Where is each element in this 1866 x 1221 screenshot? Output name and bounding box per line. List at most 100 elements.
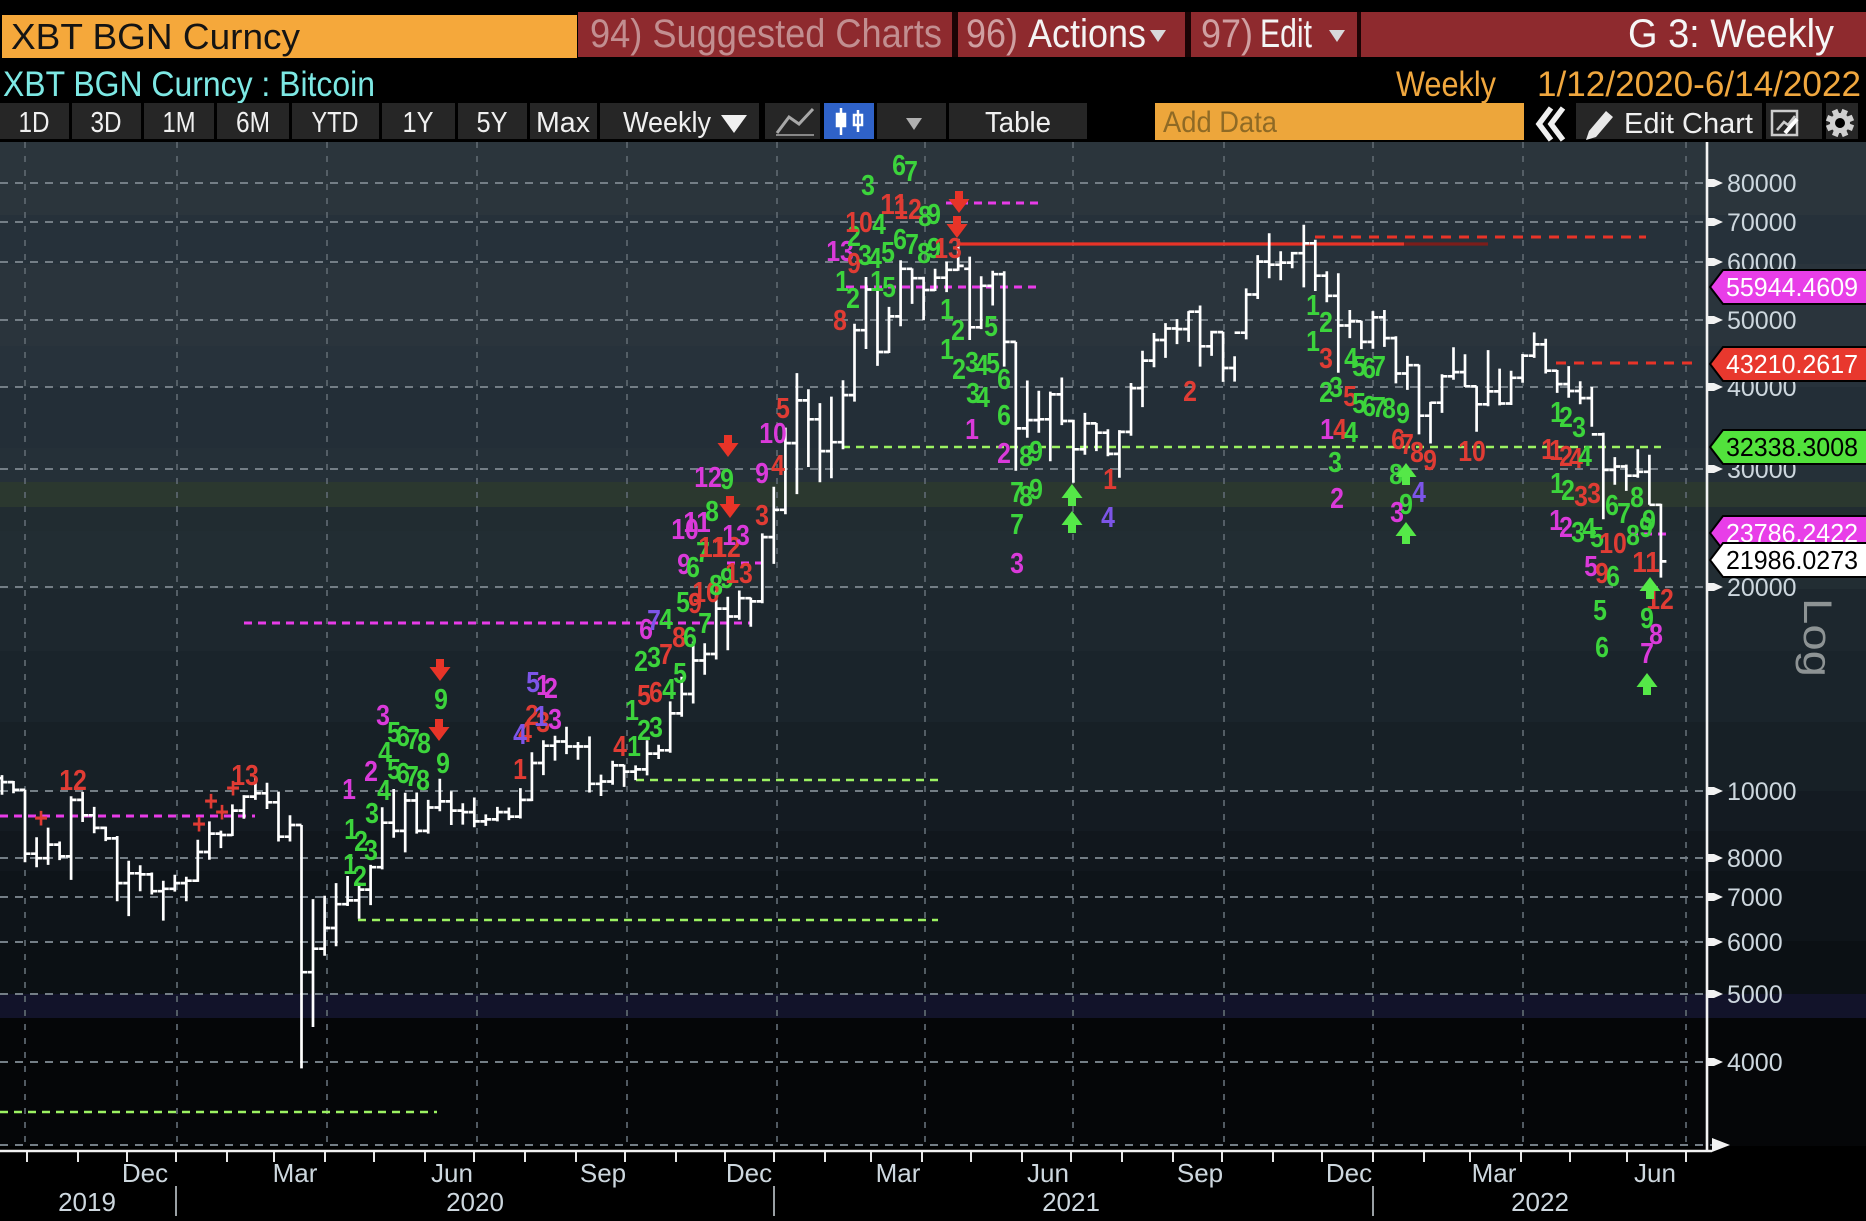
svg-text:1: 1 <box>1549 435 1563 467</box>
svg-text:6: 6 <box>1362 391 1376 423</box>
svg-text:+: + <box>215 797 229 829</box>
svg-text:6: 6 <box>1362 353 1376 385</box>
svg-text:9: 9 <box>1029 436 1043 468</box>
svg-text:Add Data: Add Data <box>1163 106 1277 139</box>
svg-text:2: 2 <box>364 756 378 788</box>
svg-text:5000: 5000 <box>1727 981 1783 1009</box>
svg-text:4: 4 <box>1344 417 1358 449</box>
svg-text:7: 7 <box>696 537 710 569</box>
svg-text:6: 6 <box>396 721 410 753</box>
svg-text:1: 1 <box>513 754 527 786</box>
svg-text:2: 2 <box>952 354 966 386</box>
svg-text:8: 8 <box>1649 619 1663 651</box>
svg-text:Jun: Jun <box>1634 1158 1676 1188</box>
svg-text:4: 4 <box>976 382 990 414</box>
svg-text:Dec: Dec <box>122 1158 168 1188</box>
svg-text:7: 7 <box>905 229 919 261</box>
svg-text:2: 2 <box>1183 376 1197 408</box>
svg-text:11: 11 <box>1632 547 1660 579</box>
svg-text:32338.3008: 32338.3008 <box>1726 432 1858 462</box>
svg-text:3: 3 <box>649 712 663 744</box>
svg-text:9: 9 <box>1640 603 1654 635</box>
svg-text:3: 3 <box>1390 497 1404 529</box>
svg-text:8: 8 <box>416 765 430 797</box>
svg-text:7: 7 <box>1372 392 1386 424</box>
svg-text:4: 4 <box>975 350 989 382</box>
svg-text:3: 3 <box>536 707 550 739</box>
svg-text:10: 10 <box>671 514 699 546</box>
svg-text:9: 9 <box>755 458 769 490</box>
svg-text:9: 9 <box>720 464 734 496</box>
svg-text:7: 7 <box>1617 498 1631 530</box>
svg-text:6: 6 <box>893 224 907 256</box>
svg-text:6: 6 <box>1605 490 1619 522</box>
svg-text:Mar: Mar <box>1472 1158 1517 1188</box>
svg-text:1: 1 <box>1549 505 1563 537</box>
svg-text:11: 11 <box>698 532 726 564</box>
svg-text:3: 3 <box>1574 481 1588 513</box>
svg-text:12: 12 <box>694 462 722 494</box>
svg-text:2: 2 <box>1561 475 1575 507</box>
svg-text:8: 8 <box>917 238 931 270</box>
svg-text:4: 4 <box>377 775 391 807</box>
svg-text:1: 1 <box>870 266 884 298</box>
svg-text:7: 7 <box>904 156 918 188</box>
svg-text:4: 4 <box>1569 443 1583 475</box>
svg-text:2: 2 <box>1559 402 1573 434</box>
svg-text:Table: Table <box>985 107 1051 139</box>
svg-text:8: 8 <box>1626 520 1640 552</box>
svg-text:3: 3 <box>1329 372 1343 404</box>
svg-text:9: 9 <box>1399 489 1413 521</box>
svg-text:7: 7 <box>1010 509 1024 541</box>
svg-text:2: 2 <box>354 826 368 858</box>
svg-text:3: 3 <box>966 378 980 410</box>
svg-text:1M: 1M <box>163 107 196 139</box>
svg-text:3: 3 <box>755 500 769 532</box>
svg-text:6: 6 <box>639 614 653 646</box>
svg-text:1: 1 <box>627 731 641 763</box>
svg-text:43210.2617: 43210.2617 <box>1726 349 1858 379</box>
svg-text:1: 1 <box>1541 434 1555 466</box>
svg-text:2022: 2022 <box>1511 1187 1569 1216</box>
svg-text:13: 13 <box>722 520 750 552</box>
svg-text:2: 2 <box>847 221 861 253</box>
svg-text:7: 7 <box>406 724 420 756</box>
svg-text:Edit: Edit <box>1260 12 1312 56</box>
svg-text:4000: 4000 <box>1727 1049 1783 1077</box>
svg-text:6: 6 <box>1595 632 1609 664</box>
svg-text:Edit Chart: Edit Chart <box>1624 108 1753 140</box>
svg-text:+: + <box>192 809 206 841</box>
svg-text:5Y: 5Y <box>477 107 508 139</box>
svg-text:9: 9 <box>1029 474 1043 506</box>
svg-text:8: 8 <box>1410 437 1424 469</box>
svg-text:Mar: Mar <box>876 1158 921 1188</box>
svg-text:9: 9 <box>927 199 941 231</box>
svg-text:2: 2 <box>1319 307 1333 339</box>
svg-text:8: 8 <box>1019 441 1033 473</box>
svg-text:+: + <box>204 786 218 818</box>
svg-text:1: 1 <box>1550 468 1564 500</box>
svg-text:Dec: Dec <box>1326 1158 1372 1188</box>
svg-text:6: 6 <box>997 400 1011 432</box>
svg-text:2: 2 <box>1559 512 1573 544</box>
svg-text:6: 6 <box>649 677 663 709</box>
svg-text:5: 5 <box>1584 551 1598 583</box>
svg-text:13: 13 <box>231 760 259 792</box>
svg-text:1: 1 <box>625 695 639 727</box>
svg-text:+: + <box>34 803 48 835</box>
svg-text:1Y: 1Y <box>403 107 434 139</box>
svg-text:6: 6 <box>892 150 906 182</box>
svg-text:10000: 10000 <box>1727 778 1797 806</box>
svg-text:3: 3 <box>861 170 875 202</box>
svg-text:97): 97) <box>1201 12 1253 56</box>
svg-text:5: 5 <box>986 348 1000 380</box>
svg-text:6: 6 <box>683 622 697 654</box>
svg-text:3D: 3D <box>91 107 122 139</box>
svg-text:1: 1 <box>343 849 357 881</box>
svg-text:8: 8 <box>705 496 719 528</box>
svg-text:10: 10 <box>759 418 787 450</box>
svg-text:10: 10 <box>1599 528 1627 560</box>
svg-text:7: 7 <box>1400 429 1414 461</box>
svg-text:70000: 70000 <box>1727 209 1797 237</box>
svg-text:6000: 6000 <box>1727 929 1783 957</box>
